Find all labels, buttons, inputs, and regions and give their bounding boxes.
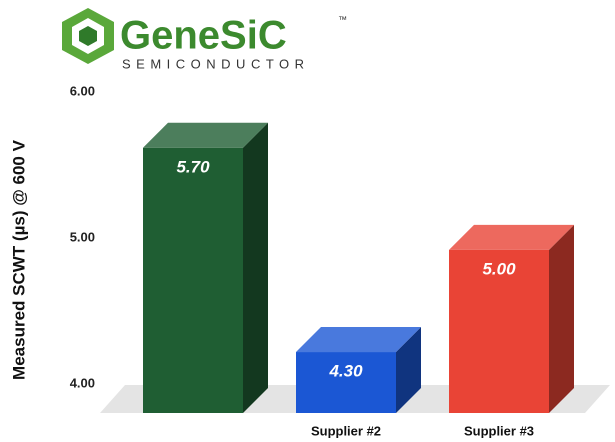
- bar-top: [296, 327, 421, 353]
- logo-icon-core: [79, 26, 97, 46]
- value-label: 5.00: [482, 259, 516, 278]
- y-axis-label: Measured SCWT (µs) @ 600 V: [9, 139, 28, 380]
- bar: [143, 147, 243, 414]
- y-tick-label: 4.00: [70, 375, 95, 390]
- logo: GeneSiC ™ SEMICONDUCTOR: [62, 8, 347, 71]
- bar: [296, 352, 396, 413]
- logo-tagline: SEMICONDUCTOR: [122, 56, 310, 71]
- bar-side: [549, 224, 574, 413]
- bar-side: [396, 327, 421, 413]
- x-tick-label: Supplier #2: [311, 423, 381, 438]
- value-label: 5.70: [176, 157, 210, 176]
- y-tick-label: 6.00: [70, 83, 95, 98]
- y-tick-label: 5.00: [70, 229, 95, 244]
- x-tick-label: Supplier #3: [464, 423, 534, 438]
- logo-name: GeneSiC: [120, 14, 287, 58]
- bar-side: [243, 122, 268, 413]
- bar: [449, 249, 549, 413]
- bar-top: [143, 122, 268, 148]
- value-label: 4.30: [328, 362, 363, 381]
- logo-tm: ™: [338, 14, 347, 24]
- bar-top: [449, 224, 574, 250]
